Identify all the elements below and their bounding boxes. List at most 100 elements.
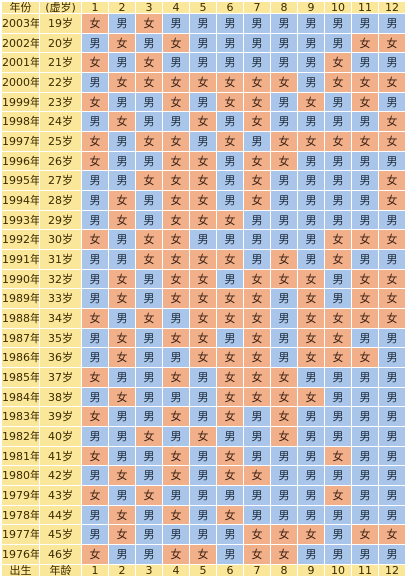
girl-cell: 女	[108, 209, 136, 231]
girl-cell: 女	[162, 150, 190, 172]
girl-cell: 女	[297, 288, 325, 310]
birth-year-cell: 1982年	[1, 426, 40, 447]
birth-year-cell: 2002年	[1, 32, 40, 54]
boy-cell: 男	[108, 229, 136, 251]
girl-cell: 女	[324, 249, 352, 270]
girl-cell: 女	[270, 524, 298, 546]
boy-cell: 男	[81, 32, 109, 54]
boy-cell: 男	[135, 288, 163, 310]
girl-cell: 女	[162, 327, 190, 349]
girl-cell: 女	[270, 131, 298, 152]
boy-cell: 男	[270, 485, 298, 506]
birth-year-cell: 1988年	[1, 308, 40, 329]
girl-cell: 女	[243, 111, 271, 133]
birth-year-cell: 1976年	[1, 544, 40, 565]
boy-cell: 男	[108, 52, 136, 74]
boy-cell: 男	[135, 445, 163, 467]
birth-year-cell: 1977年	[1, 524, 40, 546]
boy-cell: 男	[297, 170, 325, 192]
birth-year-cell: 1987年	[1, 327, 40, 349]
birth-year-cell: 1986年	[1, 347, 40, 369]
girl-cell: 女	[270, 426, 298, 447]
boy-cell: 男	[324, 386, 352, 408]
boy-cell: 男	[378, 386, 406, 408]
boy-cell: 男	[216, 190, 244, 211]
age-cell: 22岁	[39, 72, 82, 93]
boy-cell: 男	[351, 111, 379, 133]
boy-cell: 男	[243, 485, 271, 506]
boy-cell: 男	[108, 406, 136, 428]
girl-cell: 女	[297, 91, 325, 113]
boy-cell: 男	[297, 52, 325, 74]
boy-cell: 男	[216, 111, 244, 133]
girl-cell: 女	[189, 72, 217, 93]
boy-cell: 男	[189, 386, 217, 408]
boy-cell: 男	[243, 426, 271, 447]
boy-cell: 男	[81, 347, 109, 369]
boy-cell: 男	[297, 229, 325, 251]
table-row: 1989年 33岁男女男女女女女男女男女女	[1, 288, 406, 310]
girl-cell: 女	[324, 347, 352, 369]
boy-cell: 男	[108, 544, 136, 565]
birth-year-cell: 2001年	[1, 52, 40, 74]
boy-cell: 男	[216, 268, 244, 290]
age-cell: 37岁	[39, 367, 82, 388]
age-cell: 25岁	[39, 131, 82, 152]
girl-cell: 女	[216, 347, 244, 369]
girl-cell: 女	[81, 150, 109, 172]
boy-cell: 男	[297, 111, 325, 133]
boy-cell: 男	[270, 190, 298, 211]
boy-cell: 男	[243, 209, 271, 231]
boy-cell: 男	[324, 268, 352, 290]
age-cell: 32岁	[39, 268, 82, 290]
girl-cell: 女	[135, 52, 163, 74]
table-row: 2000年 22岁男女女女女女女女男女女女	[1, 72, 406, 93]
age-cell: 36岁	[39, 347, 82, 369]
girl-cell: 女	[162, 445, 190, 467]
boy-cell: 男	[297, 72, 325, 93]
boy-cell: 男	[81, 504, 109, 526]
girl-cell: 女	[81, 131, 109, 152]
boy-cell: 男	[135, 91, 163, 113]
boy-cell: 男	[378, 426, 406, 447]
birth-year-cell: 1985年	[1, 367, 40, 388]
boy-cell: 男	[324, 406, 352, 428]
boy-cell: 男	[324, 190, 352, 211]
table-row: 1984年 38岁男女男男男女女女女男男男	[1, 386, 406, 408]
boy-cell: 男	[351, 170, 379, 192]
month-footer-1: 1	[81, 564, 109, 577]
boy-cell: 男	[324, 426, 352, 447]
month-footer-12: 12	[378, 564, 406, 577]
table-row: 1990年 32岁男女男女女男女女女男女女	[1, 268, 406, 290]
girl-cell: 女	[216, 249, 244, 270]
girl-cell: 女	[243, 288, 271, 310]
boy-cell: 男	[297, 406, 325, 428]
girl-cell: 女	[162, 288, 190, 310]
boy-cell: 男	[189, 131, 217, 152]
girl-cell: 女	[270, 386, 298, 408]
boy-cell: 男	[378, 209, 406, 231]
boy-cell: 男	[243, 131, 271, 152]
boy-cell: 男	[378, 465, 406, 487]
girl-cell: 女	[270, 72, 298, 93]
age-cell: 30岁	[39, 229, 82, 251]
girl-cell: 女	[216, 406, 244, 428]
age-cell: 40岁	[39, 426, 82, 447]
boy-cell: 男	[351, 426, 379, 447]
girl-cell: 女	[270, 544, 298, 565]
girl-cell: 女	[162, 32, 190, 54]
age-cell: 19岁	[39, 13, 82, 34]
girl-cell: 女	[243, 308, 271, 329]
boy-cell: 男	[351, 209, 379, 231]
birth-year-cell: 1981年	[1, 445, 40, 467]
girl-cell: 女	[108, 288, 136, 310]
boy-cell: 男	[189, 229, 217, 251]
birth-year-cell: 1995年	[1, 170, 40, 192]
boy-cell: 男	[108, 426, 136, 447]
birth-year-cell: 1980年	[1, 465, 40, 487]
boy-cell: 男	[216, 13, 244, 34]
birth-year-cell: 1978年	[1, 504, 40, 526]
boy-cell: 男	[297, 190, 325, 211]
girl-cell: 女	[189, 268, 217, 290]
